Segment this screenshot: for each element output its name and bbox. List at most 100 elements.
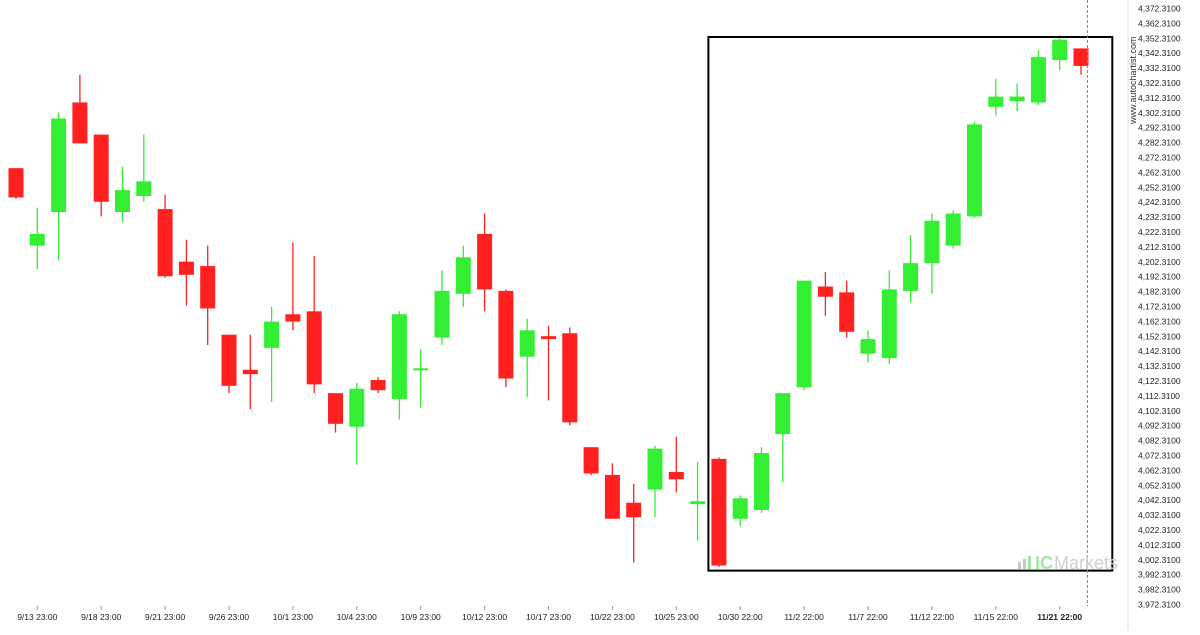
x-tick-label: 11/12 22:00 <box>910 612 955 622</box>
x-tick-label: 10/12 23:00 <box>462 612 507 622</box>
x-tick-label: 11/7 22:00 <box>848 612 888 622</box>
y-tick-label: 4,292.3100 <box>1138 123 1181 133</box>
candle-body <box>434 290 450 338</box>
y-tick-label: 4,222.3100 <box>1138 227 1181 237</box>
candle <box>924 213 940 294</box>
candle-body <box>306 311 322 385</box>
candle-body <box>519 330 535 357</box>
y-tick-label: 4,112.3100 <box>1138 391 1180 401</box>
candle-body <box>93 134 109 202</box>
candle <box>477 213 493 312</box>
candle-body <box>200 266 216 309</box>
candle-body <box>498 290 514 379</box>
candle-body <box>668 472 684 480</box>
candle <box>839 280 855 338</box>
y-tick-label: 4,102.3100 <box>1138 406 1181 416</box>
candle-body <box>8 168 24 198</box>
candle-body <box>732 498 748 519</box>
candle <box>157 194 173 278</box>
candle-body <box>967 124 982 217</box>
candle-body <box>903 263 919 291</box>
candle <box>242 334 258 410</box>
y-tick-label: 4,262.3100 <box>1138 167 1181 177</box>
y-axis: 4,372.3100 4,362.3100 4,352.3100 4,342.3100… <box>1127 0 1181 630</box>
candle <box>668 436 684 493</box>
x-tick-label: 11/15 22:00 <box>974 612 1019 622</box>
candle <box>583 447 599 475</box>
candle <box>967 121 982 218</box>
y-tick-label: 4,152.3100 <box>1138 331 1181 341</box>
y-tick-label: 4,132.3100 <box>1138 361 1181 371</box>
candle-body <box>690 501 706 505</box>
candle <box>434 270 450 345</box>
candle <box>29 207 45 269</box>
brand-logo-bar-1 <box>1018 562 1021 569</box>
x-tick-label: 11/21 22:00 <box>1037 612 1082 622</box>
y-tick-label: 4,032.3100 <box>1138 510 1181 520</box>
y-tick-label: 4,272.3100 <box>1138 153 1181 163</box>
candle <box>626 483 642 563</box>
candle-body <box>221 334 237 386</box>
candle <box>391 311 407 420</box>
candle <box>945 210 961 249</box>
candle-body <box>711 458 727 566</box>
candle-body <box>988 96 1004 107</box>
watermark-layer: www.autochartist.com IC Markets <box>1018 36 1138 573</box>
y-tick-label: 4,082.3100 <box>1138 436 1181 446</box>
candle <box>200 245 216 345</box>
candle <box>349 382 365 465</box>
x-tick-label: 10/4 23:00 <box>337 612 377 622</box>
x-tick-label: 10/9 23:00 <box>401 612 441 622</box>
candle <box>817 271 833 316</box>
y-tick-label: 4,182.3100 <box>1138 287 1181 297</box>
candle <box>562 327 578 426</box>
y-tick-label: 4,242.3100 <box>1138 197 1181 207</box>
candle-body <box>860 339 876 354</box>
y-tick-label: 4,042.3100 <box>1138 495 1181 505</box>
candle-body <box>626 502 642 518</box>
y-tick-label: 4,162.3100 <box>1138 316 1181 326</box>
candle <box>541 325 556 401</box>
x-tick-label: 10/25 23:00 <box>654 612 699 622</box>
candle <box>93 134 109 217</box>
x-tick-label: 9/21 23:00 <box>145 612 185 622</box>
pattern-box <box>707 35 1114 572</box>
candle-body <box>1073 48 1089 66</box>
y-tick-label: 4,172.3100 <box>1138 302 1181 312</box>
y-tick-label: 4,322.3100 <box>1138 78 1181 88</box>
candle-body <box>1052 39 1068 61</box>
candle-body <box>477 233 493 290</box>
y-tick-label: 4,302.3100 <box>1138 108 1181 118</box>
candle <box>860 330 876 363</box>
brand-logo-prefix: IC <box>1035 553 1053 573</box>
candle <box>264 306 280 402</box>
y-tick-label: 4,252.3100 <box>1138 182 1181 192</box>
candle <box>903 235 919 303</box>
candle <box>136 134 152 202</box>
candle <box>328 393 343 433</box>
y-tick-label: 4,202.3100 <box>1138 257 1181 267</box>
candle-body <box>264 321 280 348</box>
x-tick-label: 10/22 23:00 <box>590 612 635 622</box>
candle <box>498 289 514 388</box>
y-tick-label: 3,982.3100 <box>1138 585 1181 595</box>
candle <box>604 463 620 519</box>
candle-body <box>1009 96 1025 101</box>
candle <box>1073 48 1089 75</box>
candle <box>370 377 386 394</box>
y-tick-label: 4,192.3100 <box>1138 272 1181 282</box>
candle-body <box>839 292 855 332</box>
candle <box>221 334 237 394</box>
candle-body <box>945 213 961 246</box>
candle-body <box>541 336 556 340</box>
candle-body <box>583 447 599 474</box>
candle <box>1030 49 1046 106</box>
candle-body <box>924 220 940 264</box>
candle <box>796 280 812 391</box>
candle-body <box>391 314 407 399</box>
candle-body <box>1030 57 1046 103</box>
candle <box>72 74 88 144</box>
brand-logo-bar-3 <box>1028 556 1031 569</box>
candle-body <box>51 118 67 213</box>
